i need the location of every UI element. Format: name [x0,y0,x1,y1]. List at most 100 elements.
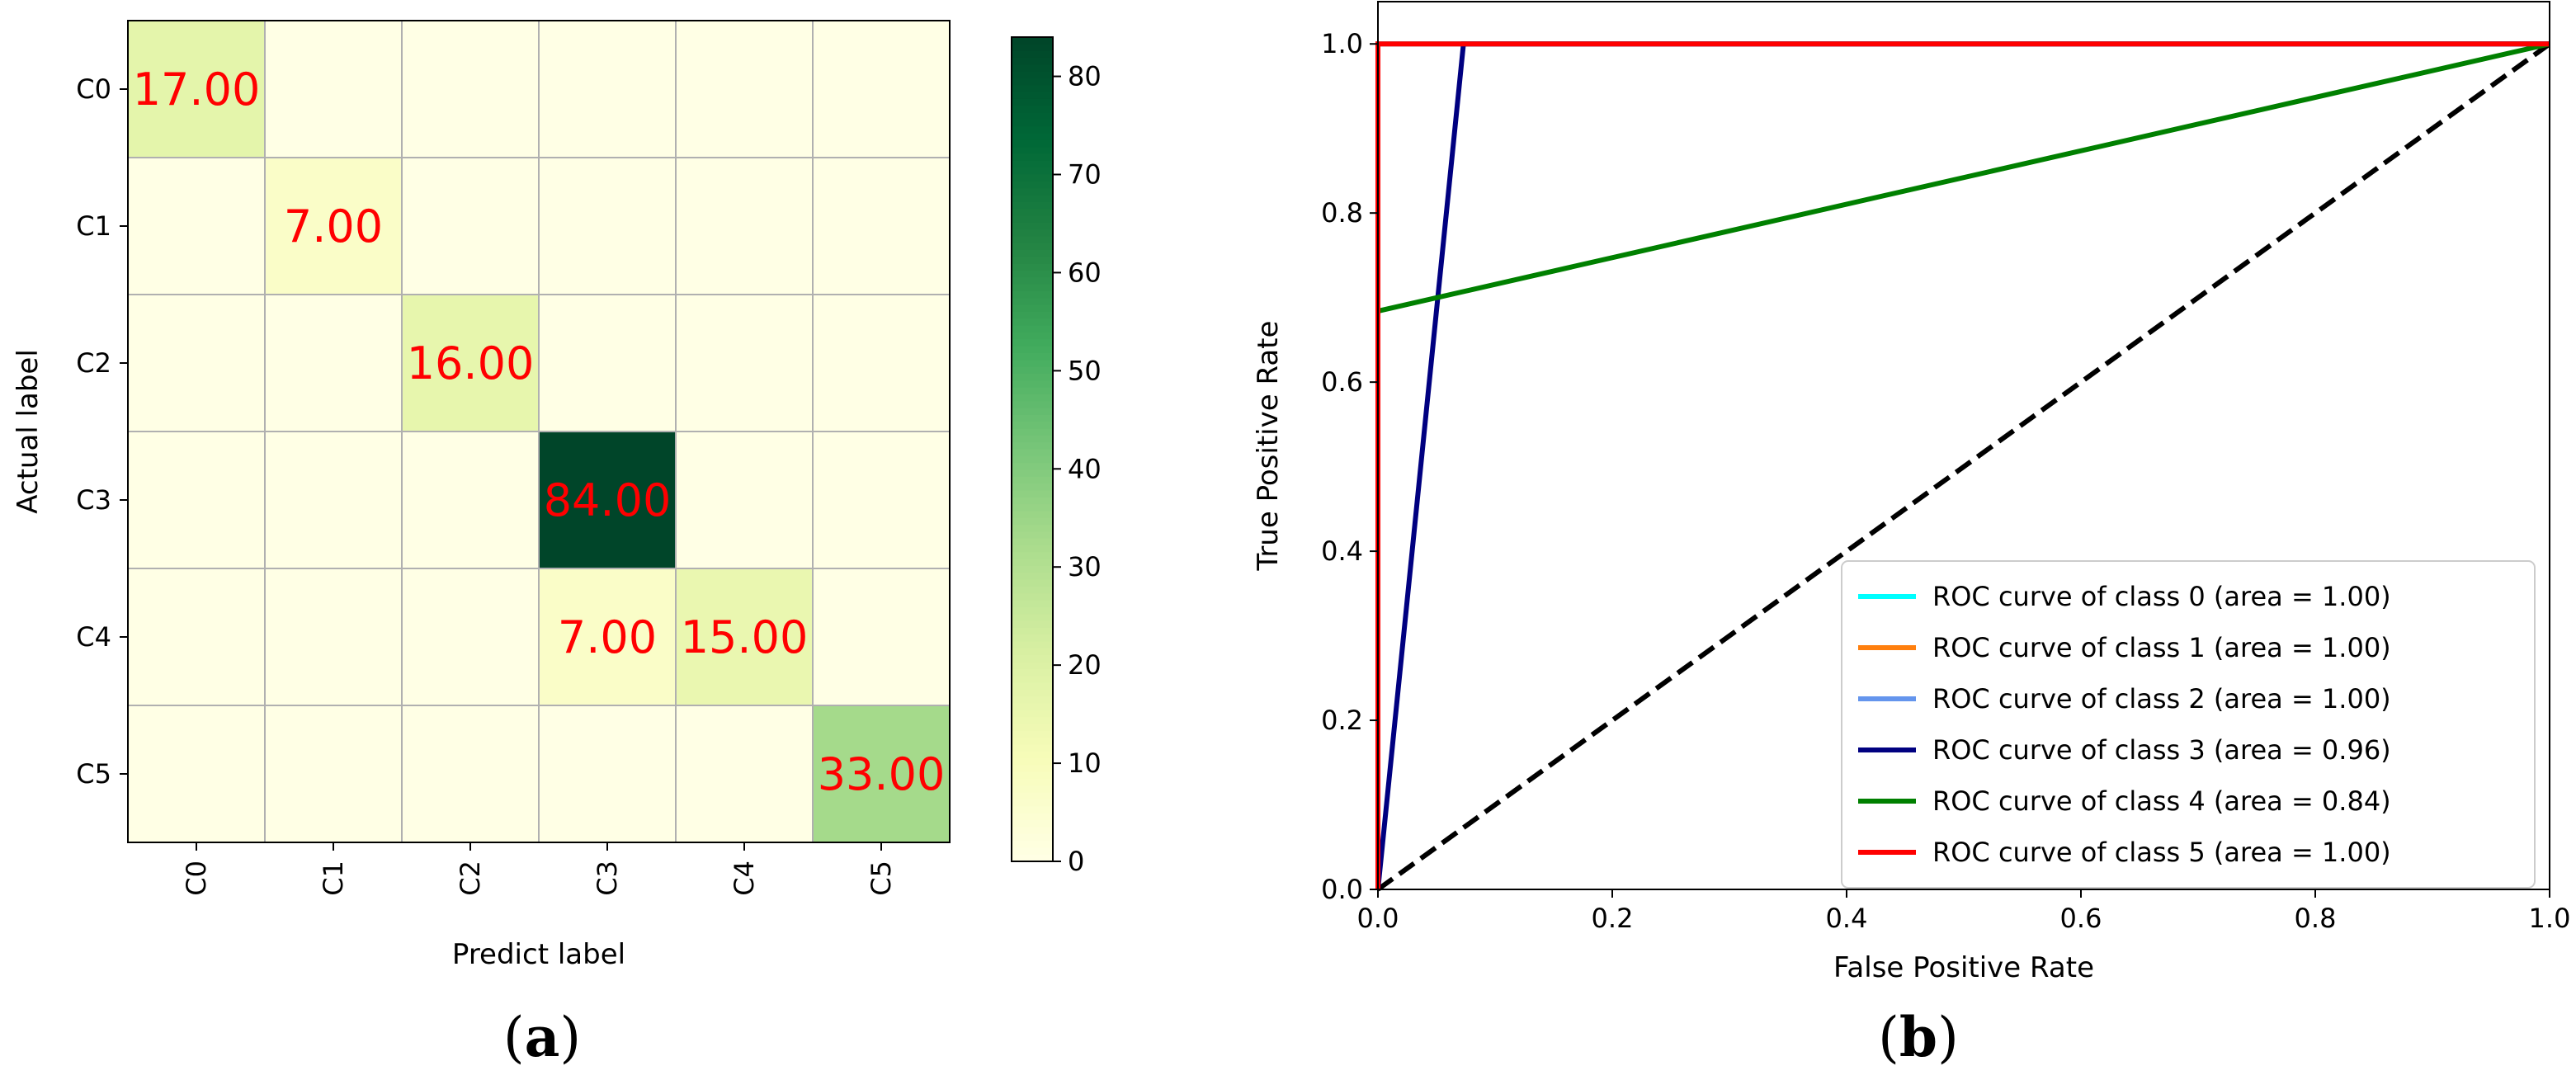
colorbar-gradient-step [1012,813,1053,821]
heatmap-cell [401,20,540,158]
colorbar-gradient-step [1012,106,1053,114]
colorbar-gradient-step [1012,827,1053,835]
colorbar-gradient-step [1012,833,1053,842]
colorbar-gradient-step [1012,408,1053,416]
colorbar-gradient-step [1012,490,1053,498]
colorbar-gradient-step [1012,119,1053,128]
colorbar-frame [1011,36,1054,862]
colorbar-gradient-step [1012,483,1053,492]
colorbar-gradient-step [1012,243,1053,251]
cell-annotation: 16.00 [407,337,535,389]
colorbar-gradient-step [1012,133,1053,141]
colorbar-gradient-step [1012,209,1053,217]
heatmap-cell [538,705,677,843]
colorbar-gradient-step [1012,545,1053,554]
colorbar-gradient-step [1012,414,1053,422]
colorbar-gradient-step [1012,606,1053,615]
colorbar-gradient-step [1012,181,1053,189]
colorbar-gradient-step [1012,511,1053,519]
y-tick-label: C1 [76,210,111,242]
colorbar-gradient-step [1012,167,1053,176]
colorbar-gradient-step [1012,771,1053,780]
colorbar-gradient-step [1012,304,1053,313]
colorbar-tick-label: 60 [1068,257,1102,288]
heatmap-cell [264,568,403,706]
colorbar-gradient-step [1012,497,1053,505]
colorbar-gradient-step [1012,71,1053,79]
colorbar-gradient-step [1012,696,1053,705]
x-tick-label: C4 [729,861,760,896]
panel-label-a: (a) [503,1005,581,1069]
colorbar-gradient-step [1012,579,1053,587]
colorbar-gradient-step [1012,201,1053,210]
colorbar-gradient-step [1012,215,1053,224]
x-tick-label: C2 [455,861,486,896]
colorbar-gradient-step [1012,724,1053,732]
colorbar-gradient-step [1012,689,1053,697]
colorbar-gradient-step [1012,373,1053,382]
colorbar-gradient-step [1012,57,1053,66]
colorbar-tick-label: 30 [1068,551,1102,582]
heatmap-cell [812,294,951,432]
cell-annotation: 17.00 [133,64,261,116]
colorbar-gradient-step [1012,312,1053,320]
colorbar-gradient-step [1012,455,1053,464]
cell-annotation: 84.00 [544,474,672,526]
colorbar-tick-label: 20 [1068,649,1102,681]
colorbar-gradient-step [1012,676,1053,684]
colorbar-tick-label: 70 [1068,159,1102,191]
colorbar-gradient-step [1012,785,1053,794]
legend-entry: ROC curve of class 0 (area = 1.00) [1932,581,2391,612]
colorbar-gradient-step [1012,147,1053,155]
colorbar-gradient-step [1012,428,1053,436]
heatmap-cell [264,705,403,843]
colorbar-gradient-step [1012,559,1053,567]
colorbar-gradient-step [1012,841,1053,849]
colorbar-gradient-step [1012,463,1053,471]
heatmap-cell [401,568,540,706]
colorbar-gradient-step [1012,593,1053,601]
x-tick-label: C0 [181,861,212,896]
colorbar-gradient-step [1012,765,1053,773]
heatmap-cell [401,431,540,569]
colorbar-gradient-step [1012,78,1053,87]
colorbar-gradient-step [1012,566,1053,574]
x-tick-label: 0.8 [2295,903,2337,934]
colorbar-gradient-step [1012,153,1053,162]
colorbar-gradient-step [1012,325,1053,333]
colorbar-gradient-step [1012,98,1053,107]
x-tick-label: 0.6 [2060,903,2102,934]
colorbar-gradient-step [1012,366,1053,375]
colorbar-gradient-step [1012,222,1053,230]
heatmap-cell [401,705,540,843]
colorbar-gradient-step [1012,504,1053,512]
colorbar-gradient-step [1012,360,1053,368]
colorbar-gradient-step [1012,394,1053,403]
colorbar-gradient-step [1012,401,1053,409]
colorbar-gradient-step [1012,229,1053,238]
cell-annotation: 15.00 [681,611,809,663]
colorbar-gradient-step [1012,291,1053,299]
y-axis-label: True Positive Rate [1252,321,1285,572]
heatmap-cell [538,157,677,295]
y-tick-label: C3 [76,484,111,516]
colorbar-gradient-step [1012,779,1053,787]
colorbar-gradient-step [1012,751,1053,759]
panel-label-b: (b) [1878,1005,1959,1069]
colorbar-gradient-step [1012,85,1053,93]
colorbar-gradient-step [1012,422,1053,430]
colorbar-gradient-step [1012,614,1053,622]
colorbar-gradient-step [1012,634,1053,643]
colorbar-tick-label: 0 [1068,846,1084,877]
y-tick-label: C4 [76,621,111,653]
heatmap-cell [538,294,677,432]
colorbar-gradient-step [1012,662,1053,670]
heatmap-cell [812,431,951,569]
colorbar-gradient-step [1012,600,1053,608]
cell-annotation: 7.00 [284,200,383,252]
heatmap-cell [538,20,677,158]
heatmap-cell [127,157,266,295]
heatmap-cell [264,431,403,569]
x-tick-label: 0.2 [1592,903,1634,934]
